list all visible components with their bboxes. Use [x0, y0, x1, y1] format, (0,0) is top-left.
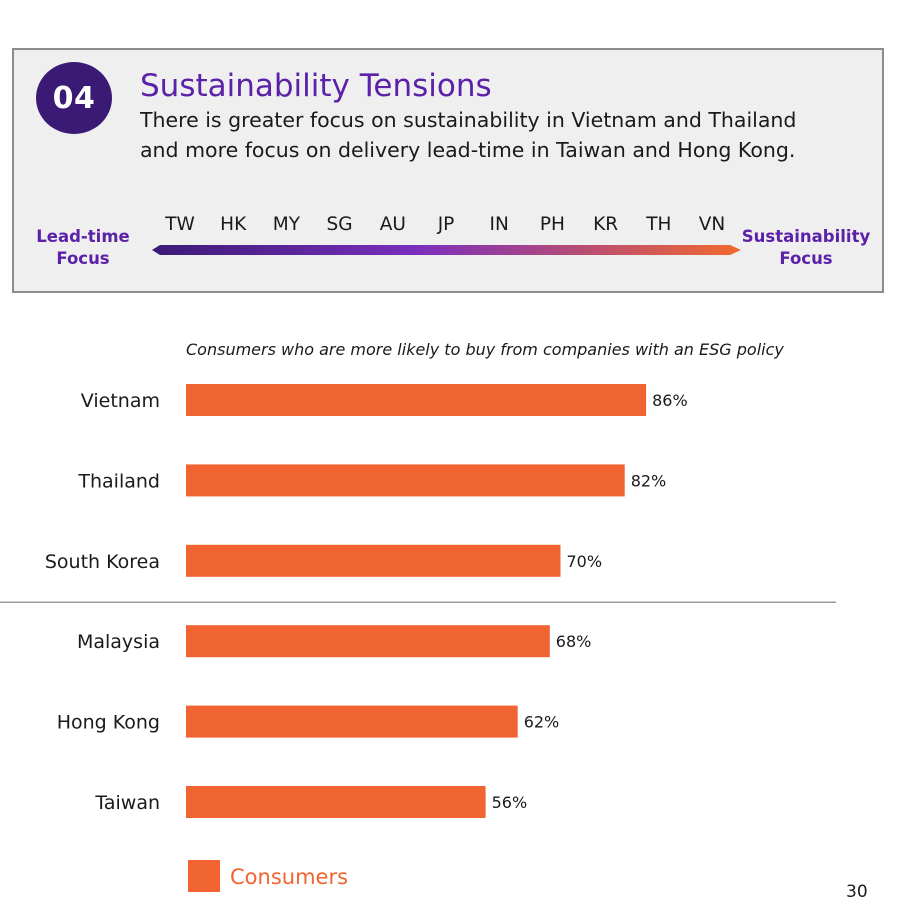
bar-malaysia	[186, 625, 550, 658]
country-code-in: IN	[489, 214, 509, 235]
legend-swatch	[188, 860, 220, 892]
country-code-tw: TW	[165, 214, 195, 235]
category-label-hong-kong: Hong Kong	[57, 712, 160, 734]
value-label-south-korea: 70%	[567, 552, 603, 571]
bar-hong-kong	[186, 705, 518, 738]
category-label-taiwan: Taiwan	[94, 792, 160, 814]
focus-scale-arrow	[152, 245, 741, 255]
value-label-taiwan: 56%	[492, 793, 528, 812]
bar-south-korea	[186, 544, 561, 577]
bar-taiwan	[186, 786, 486, 818]
value-label-vietnam: 86%	[652, 391, 688, 410]
chart-title: Consumers who are more likely to buy fro…	[186, 340, 784, 359]
subtitle-line-2: and more focus on delivery lead-time in …	[140, 138, 796, 162]
sustainability-label-line-1: Sustainability	[741, 227, 871, 246]
header-panel: 04 Sustainability Tensions There is grea…	[12, 48, 884, 293]
lead-time-label-line-2: Focus	[56, 249, 110, 268]
country-code-kr: KR	[593, 214, 619, 235]
value-label-hong-kong: 62%	[524, 713, 560, 732]
country-code-au: AU	[379, 214, 406, 235]
page-number: 30	[846, 882, 868, 902]
bar-vietnam	[186, 384, 647, 416]
country-code-vn: VN	[698, 214, 726, 235]
sustainability-label-line-2: Focus	[779, 249, 833, 268]
value-label-malaysia: 68%	[556, 632, 592, 651]
page-title: Sustainability Tensions	[140, 68, 492, 104]
country-code-th: TH	[646, 214, 672, 235]
bar-thailand	[186, 464, 625, 497]
category-label-south-korea: South Korea	[45, 551, 160, 573]
subtitle-line-1: There is greater focus on sustainability…	[140, 108, 797, 132]
lead-time-label-line-1: Lead-time	[36, 227, 130, 246]
lead-time-focus-label: Lead-time Focus	[32, 226, 134, 270]
country-code-my: MY	[272, 214, 301, 235]
section-number-badge: 04	[36, 62, 112, 134]
value-label-thailand: 82%	[631, 471, 667, 490]
legend-label: Consumers	[230, 865, 348, 889]
category-label-thailand: Thailand	[77, 470, 160, 492]
country-code-sg: SG	[326, 214, 353, 235]
category-label-malaysia: Malaysia	[77, 631, 160, 653]
country-code-hk: HK	[220, 214, 247, 235]
sustainability-focus-label: Sustainability Focus	[740, 226, 872, 270]
country-code-ph: PH	[539, 214, 565, 235]
country-code-jp: JP	[437, 214, 455, 235]
category-label-vietnam: Vietnam	[81, 390, 160, 412]
